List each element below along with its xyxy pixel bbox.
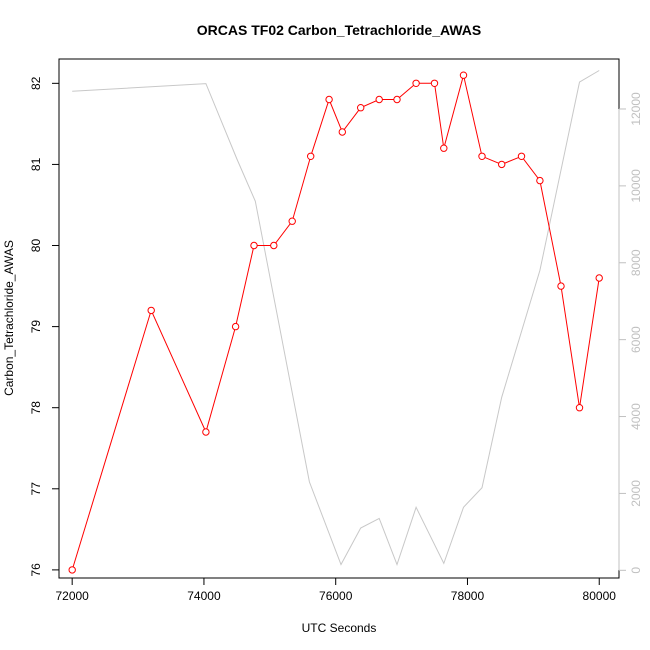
y-tick-label: 82 <box>29 76 43 90</box>
y2-tick-label: 6000 <box>629 326 643 353</box>
series-right-line <box>72 70 600 566</box>
y2-tick-label: 10000 <box>629 169 643 203</box>
y-tick-label: 76 <box>29 563 43 577</box>
data-point <box>375 95 383 104</box>
data-point <box>202 428 210 436</box>
data-point <box>536 176 544 185</box>
y-tick-label: 77 <box>29 482 43 496</box>
y-axis-right: 0 2000 4000 6000 8000 10000 12000 <box>618 92 643 574</box>
data-point <box>517 152 526 161</box>
x-tick-label: 72000 <box>55 589 89 603</box>
data-point <box>478 152 486 161</box>
y2-tick-label: 12000 <box>629 92 643 126</box>
x-axis: 72000 74000 76000 78000 80000 <box>55 577 617 603</box>
y-tick-label: 78 <box>29 401 43 415</box>
x-tick-label: 78000 <box>451 589 485 603</box>
series-left-line <box>68 71 603 574</box>
y2-tick-label: 8000 <box>629 249 643 276</box>
y2-tick-label: 2000 <box>629 480 643 507</box>
data-point <box>68 566 76 574</box>
data-point <box>357 104 365 112</box>
data-point <box>325 95 333 104</box>
data-point <box>430 79 439 88</box>
y-tick-label: 81 <box>29 157 43 171</box>
chart-title: ORCAS TF02 Carbon_Tetrachloride_AWAS <box>197 22 481 38</box>
data-point <box>288 217 296 225</box>
data-point <box>412 79 420 88</box>
x-tick-label: 74000 <box>187 589 221 603</box>
y-tick-label: 80 <box>29 239 43 253</box>
data-point <box>557 282 565 290</box>
y-tick-label: 79 <box>29 320 43 334</box>
data-point <box>147 306 155 315</box>
data-point <box>459 71 468 79</box>
data-point <box>498 160 506 169</box>
y-axis-label: Carbon_Tetrachloride_AWAS <box>2 240 16 396</box>
data-point <box>231 322 240 331</box>
data-point <box>250 241 258 250</box>
y-axis-left: 76 77 78 79 80 81 82 <box>29 76 60 577</box>
data-point <box>440 144 448 152</box>
y2-tick-label: 0 <box>629 567 643 574</box>
data-point <box>270 241 278 250</box>
data-point <box>595 274 603 282</box>
y2-tick-label: 4000 <box>629 403 643 430</box>
secondary-series-line <box>72 70 600 566</box>
data-point <box>307 152 315 161</box>
x-axis-label: UTC Seconds <box>302 621 377 635</box>
x-tick-label: 80000 <box>583 589 617 603</box>
data-point <box>575 404 584 412</box>
data-point <box>338 128 346 136</box>
plot-frame <box>58 58 620 579</box>
primary-series-line <box>71 75 600 571</box>
x-tick-label: 76000 <box>319 589 353 603</box>
data-point <box>393 95 401 104</box>
